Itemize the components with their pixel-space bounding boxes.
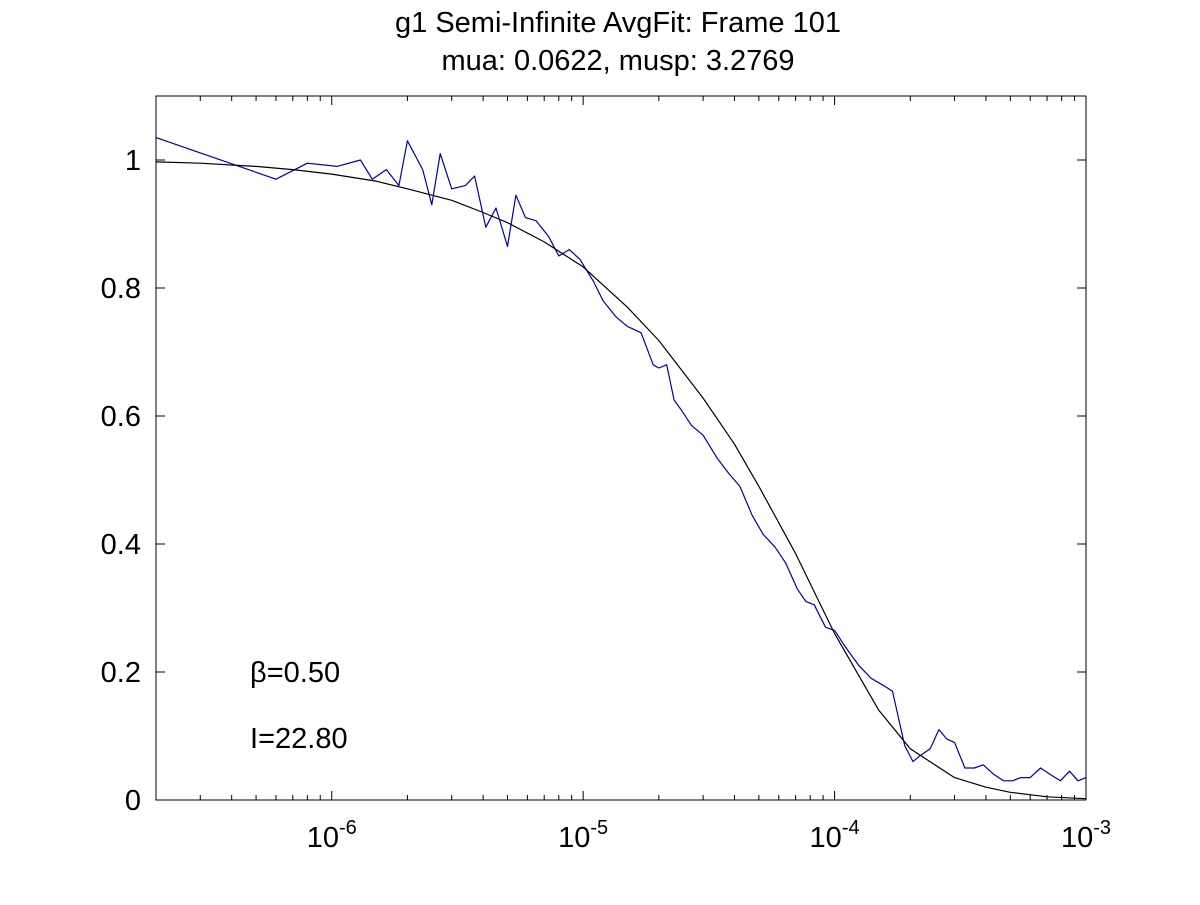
x-tick-label: 10-6 (307, 817, 357, 854)
annotation-label: β=0.50 (250, 657, 340, 689)
x-tick-label: 10-3 (1061, 817, 1111, 854)
y-tick-label: 0.6 (101, 401, 141, 433)
y-tick-label: 1 (125, 145, 141, 177)
plot-area (155, 95, 1087, 801)
x-tick-label-exponent: -4 (842, 817, 860, 839)
x-tick-label-base: 10 (1061, 822, 1093, 854)
annotations: β=0.50 I=22.80 (250, 657, 348, 755)
x-tick-label-base: 10 (307, 822, 339, 854)
x-tick-label-exponent: -3 (1093, 817, 1111, 839)
x-tick-label: 10-5 (558, 817, 608, 854)
fit-curve-line (155, 161, 1087, 800)
chart-subtitle: mua: 0.0622, musp: 3.2769 (441, 45, 794, 77)
x-tick-label-base: 10 (558, 822, 590, 854)
axis-ticks (156, 96, 1087, 801)
x-tick-label: 10-4 (810, 817, 860, 854)
y-tick-label: 0 (125, 785, 141, 817)
x-tick-label-exponent: -6 (339, 817, 357, 839)
x-axis-tick-labels: 10-6 10-5 10-4 10-3 (307, 817, 1111, 854)
measured-data-line (155, 137, 1087, 782)
series-lines (155, 137, 1087, 800)
y-axis-tick-labels: 0 0.2 0.4 0.6 0.8 1 (101, 145, 141, 817)
annotation-label: I=22.80 (250, 723, 348, 755)
y-tick-label: 0.2 (101, 657, 141, 689)
x-tick-label-base: 10 (810, 822, 842, 854)
x-tick-label-exponent: -5 (590, 817, 608, 839)
y-tick-label: 0.8 (101, 273, 141, 305)
y-tick-label: 0.4 (101, 529, 141, 561)
chart-title: g1 Semi-Infinite AvgFit: Frame 101 (395, 7, 841, 39)
